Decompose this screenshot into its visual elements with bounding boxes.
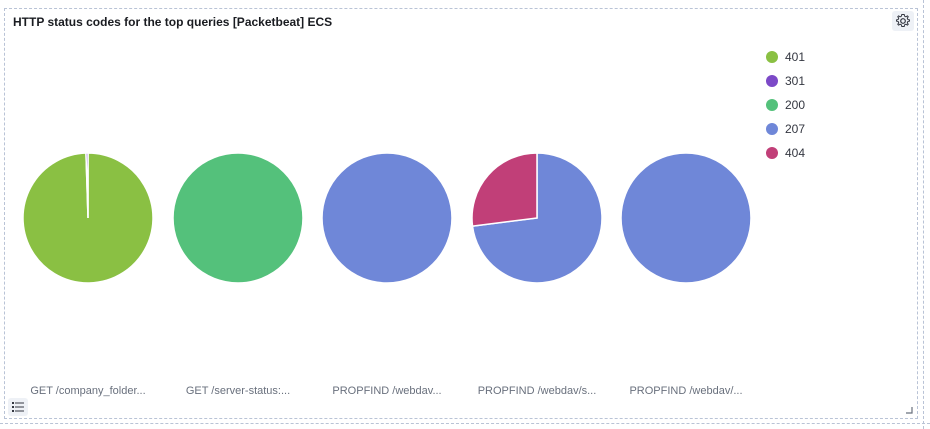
legend-label: 200	[785, 98, 806, 112]
pie-category-label: GET /server-status:...	[185, 385, 291, 397]
chart-legend: 401 301 200 207 404	[766, 45, 805, 165]
legend-item-200[interactable]: 200	[766, 93, 805, 117]
legend-label: 301	[785, 74, 806, 88]
legend-item-301[interactable]: 301	[766, 69, 805, 93]
list-icon	[12, 402, 24, 412]
pie-slice-301[interactable]	[85, 152, 89, 219]
legend-label: 207	[785, 122, 806, 136]
pie-slice-200[interactable]	[172, 152, 304, 284]
legend-item-404[interactable]: 404	[766, 141, 805, 165]
legend-item-401[interactable]: 401	[766, 45, 805, 69]
pie-charts	[22, 152, 752, 284]
legend-swatch	[766, 99, 778, 111]
legend-swatch	[766, 147, 778, 159]
pie-category-label: PROPFIND /webdav...	[332, 385, 442, 397]
next-panel-edge	[0, 423, 930, 429]
visualization-panel: HTTP status codes for the top queries [P…	[4, 8, 918, 419]
resize-handle-icon[interactable]	[905, 406, 913, 414]
legend-swatch	[766, 123, 778, 135]
legend-label: 404	[785, 146, 806, 160]
gear-icon	[896, 14, 910, 27]
pie-category-label: PROPFIND /webdav/s...	[477, 385, 597, 397]
legend-toggle-button[interactable]	[8, 398, 28, 416]
pie-slice-207[interactable]	[620, 152, 752, 284]
legend-swatch	[766, 51, 778, 63]
adjacent-panel-edge	[923, 0, 930, 429]
panel-options-button[interactable]	[892, 11, 914, 31]
pie-category-label: PROPFIND /webdav/...	[629, 385, 743, 397]
legend-label: 401	[785, 50, 806, 64]
pie-slice-404[interactable]	[471, 152, 538, 227]
pie-category-label: GET /company_folder...	[30, 385, 146, 397]
legend-swatch	[766, 75, 778, 87]
legend-item-207[interactable]: 207	[766, 117, 805, 141]
panel-title: HTTP status codes for the top queries [P…	[13, 15, 333, 29]
pie-slice-207[interactable]	[321, 152, 453, 284]
